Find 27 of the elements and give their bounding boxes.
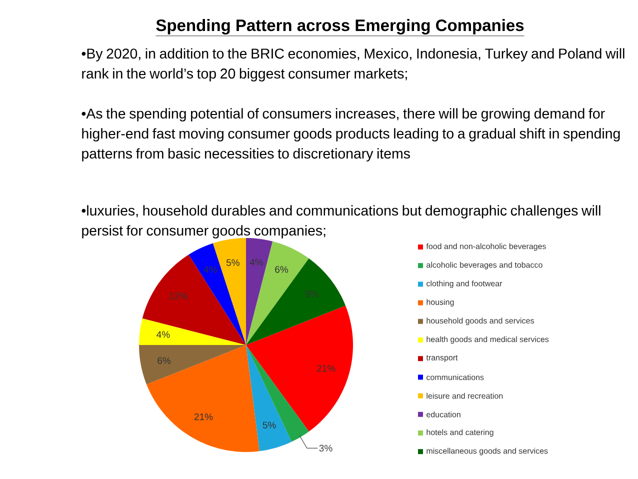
- data-label: 6%: [158, 357, 171, 364]
- data-label: 5%: [262, 422, 276, 428]
- data-label: 21%: [194, 413, 213, 420]
- legend-label: hotels and catering: [426, 429, 494, 437]
- legend-label: housing: [426, 299, 454, 307]
- legend-label: miscellaneous goods and services: [426, 448, 548, 456]
- data-label: 4%: [156, 331, 170, 338]
- legend-label: education: [426, 411, 460, 418]
- legend-label: transport: [426, 355, 458, 362]
- legend-label: health goods and medical services: [426, 336, 549, 344]
- legend-label: alcoholic beverages and tobacco: [426, 262, 542, 270]
- legend-label: food and non-alcoholic beverages: [426, 243, 546, 251]
- data-label: 4%: [204, 266, 218, 273]
- text: •By 2020, in addition to the BRIC economies, Mexico, Indonesia, Turkey and Poland will rank in the world’s top 20 biggest consumer markets;: [82, 48, 624, 82]
- text: •As the spending potential of consumers increases, there will be growing demand for higher-end fast moving consumer goods products leading to a gradual shift in spending patterns from basic necessities to discretionary items: [82, 108, 620, 162]
- legend-label: clothing and footwear: [426, 280, 502, 288]
- data-label: 12%: [170, 292, 188, 300]
- text: •luxuries, household durables and communications but demographic challenges will persist for consumer goods companies;: [82, 205, 600, 238]
- data-label: 6%: [275, 266, 288, 273]
- chart-title: Spending Pattern across Emerging Companies: [156, 19, 524, 34]
- legend-label: leisure and recreation: [426, 392, 503, 399]
- data-label: 21%: [317, 364, 336, 372]
- legend-label: household goods and services: [426, 318, 534, 326]
- data-label: 3%: [319, 444, 332, 452]
- data-label: 5%: [226, 259, 240, 266]
- legend-label: communications: [426, 374, 484, 380]
- data-label: 4%: [250, 258, 264, 266]
